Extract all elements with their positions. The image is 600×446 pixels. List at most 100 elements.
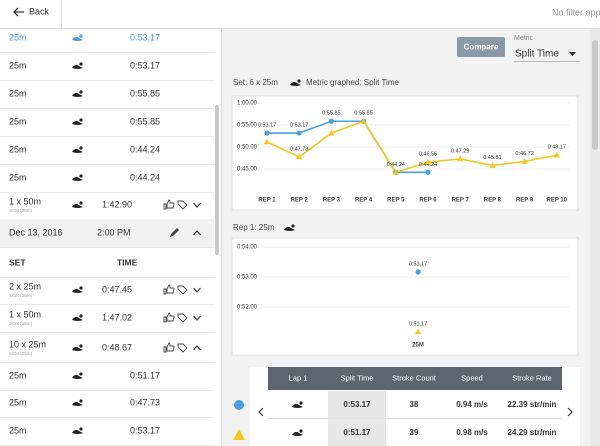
- table-header-cell: Stroke Count: [392, 373, 437, 382]
- lap-time[interactable]: 0:53.17: [130, 425, 160, 435]
- table-header: [268, 367, 562, 390]
- sidebar-scroll-thumb: [215, 105, 219, 255]
- swimmer-icon: [72, 92, 83, 97]
- split-cell-bg: [328, 391, 386, 418]
- filter-status: No filter app: [552, 7, 600, 17]
- lap-distance[interactable]: 25m: [9, 172, 27, 182]
- tag-icon[interactable]: [177, 343, 188, 353]
- back-button[interactable]: Back: [29, 6, 50, 16]
- like-icon[interactable]: [163, 312, 175, 323]
- value-label: 0:46.72: [515, 151, 533, 157]
- tag-icon[interactable]: [177, 313, 188, 323]
- data-point: [392, 169, 399, 175]
- swimmer-icon: [72, 288, 83, 293]
- set-pool[interactable]: SCM (25m): [9, 293, 33, 298]
- data-point: [521, 158, 528, 164]
- lap-time[interactable]: 0:44.24: [130, 172, 160, 182]
- chevron[interactable]: [193, 202, 201, 208]
- lap-distance[interactable]: 25m: [9, 425, 27, 435]
- y-tick-label: 1:00.00: [237, 101, 258, 107]
- lap-time[interactable]: 0:51.17: [130, 370, 160, 380]
- metric-select[interactable]: Split Time: [515, 49, 559, 60]
- set-pool[interactable]: SCM (25m): [9, 321, 33, 326]
- set-caption: Set: 6 x 25m: [233, 78, 278, 87]
- set-distance[interactable]: 10 x 25m: [9, 339, 46, 349]
- lap-time[interactable]: 0:55.85: [130, 88, 160, 98]
- prev-lap[interactable]: [258, 407, 264, 417]
- swimmer-icon: [299, 401, 303, 405]
- lap-distance[interactable]: 25m: [9, 32, 27, 42]
- set-pool[interactable]: SCM (25m): [9, 351, 33, 356]
- chevron[interactable]: [193, 345, 201, 351]
- lap-distance[interactable]: 25m: [9, 88, 27, 98]
- data-point: [553, 151, 560, 158]
- lap-distance[interactable]: 25m: [9, 144, 27, 154]
- compare-label[interactable]: Compare: [464, 43, 499, 52]
- swimmer-icon: [79, 174, 83, 178]
- set-distance[interactable]: 2 x 25m: [9, 281, 41, 291]
- swimmer-icon: [79, 118, 83, 122]
- next-lap[interactable]: [567, 407, 573, 417]
- value-label: 0:44.24: [419, 162, 437, 168]
- value-label: 0:47.29: [451, 148, 469, 154]
- swimmer-icon: [297, 79, 301, 83]
- set-time[interactable]: 1:42.90: [102, 199, 132, 209]
- table-cell: 22.39 str/min: [508, 400, 557, 409]
- like-icon[interactable]: [163, 342, 175, 353]
- data-point: [328, 129, 335, 136]
- x-tick-label: REP 10: [547, 198, 568, 204]
- set-pool[interactable]: SCM (25m): [9, 208, 33, 213]
- swimmer-icon: [79, 372, 83, 376]
- table-cell: 0:53.17: [343, 400, 371, 409]
- value-label: 0:55.85: [322, 111, 340, 117]
- data-point: [360, 118, 367, 124]
- swimmer-icon: [79, 201, 83, 205]
- back-arrow[interactable]: [13, 7, 24, 17]
- y-tick-label: 0:50.00: [237, 145, 258, 151]
- data-point: [263, 138, 271, 145]
- value-label: 0:53.17: [290, 123, 308, 129]
- lap-distance[interactable]: 25m: [9, 397, 27, 407]
- swimmer-icon: [72, 64, 83, 69]
- table-cell: 24.29 str/min: [508, 428, 557, 437]
- lap-distance[interactable]: 25m: [9, 370, 27, 380]
- edit-icon[interactable]: [170, 228, 179, 237]
- tag-icon[interactable]: [177, 285, 188, 295]
- chevron[interactable]: [193, 230, 201, 236]
- swimmer-icon: [79, 427, 83, 431]
- compare-button[interactable]: [457, 37, 505, 57]
- data-point: [328, 118, 334, 124]
- series-line: [266, 120, 557, 174]
- set-time[interactable]: 0:48.67: [102, 342, 132, 352]
- column-header: TIME: [117, 257, 138, 267]
- data-point: [457, 155, 464, 162]
- lap-time[interactable]: 0:55.85: [130, 116, 160, 126]
- lap-time[interactable]: 0:53.17: [130, 32, 160, 42]
- lap-distance[interactable]: 25m: [9, 116, 27, 126]
- x-tick-label: REP 8: [484, 198, 502, 204]
- lap-distance[interactable]: 25m: [9, 60, 27, 70]
- swimmer-icon: [79, 399, 83, 403]
- swimmer-icon: [72, 401, 83, 406]
- set-time[interactable]: 1:47.02: [102, 312, 132, 322]
- set-time[interactable]: 0:47.45: [102, 284, 132, 294]
- lap-time[interactable]: 0:53.17: [130, 60, 160, 70]
- y-tick-label: 0:54.00: [237, 245, 258, 251]
- dropdown-caret[interactable]: [569, 52, 576, 56]
- chevron[interactable]: [193, 315, 201, 321]
- set-distance[interactable]: 1 x 50m: [9, 196, 41, 206]
- table-cell: 0.98 m/s: [456, 428, 488, 437]
- chevron[interactable]: [193, 287, 201, 293]
- like-icon[interactable]: [163, 199, 175, 210]
- swimmer-icon: [292, 431, 303, 436]
- table-cell: 39: [410, 428, 419, 437]
- set-distance[interactable]: 1 x 50m: [9, 309, 41, 319]
- split-cell-bg: [328, 419, 386, 446]
- x-tick-label: REP 3: [323, 198, 341, 204]
- lap-time[interactable]: 0:47.73: [130, 397, 160, 407]
- like-icon[interactable]: [163, 284, 175, 295]
- lap-time[interactable]: 0:44.24: [130, 144, 160, 154]
- tag-icon[interactable]: [177, 200, 188, 210]
- y-tick-label: 0:53.00: [237, 275, 258, 281]
